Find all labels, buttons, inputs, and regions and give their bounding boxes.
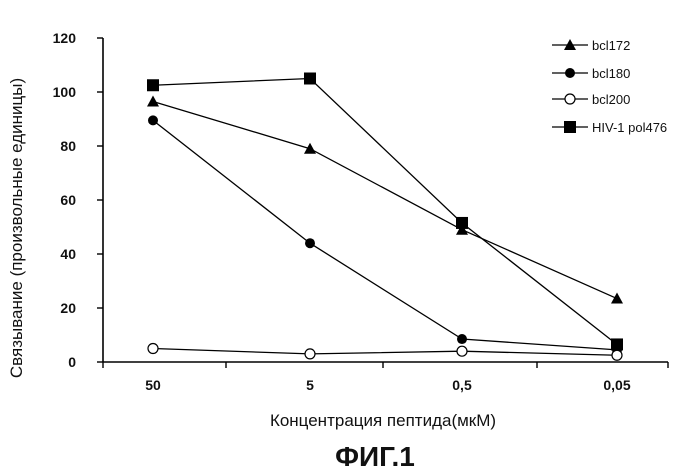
y-tick-label: 20: [60, 300, 76, 316]
series-line: [153, 101, 617, 298]
data-point: [304, 73, 316, 85]
y-tick-label: 40: [60, 246, 76, 262]
series-layer: [147, 73, 623, 361]
legend-label: bcl200: [592, 92, 630, 107]
legend-item: bcl180: [552, 66, 630, 81]
series-bcl180: [148, 115, 622, 355]
series-line: [153, 349, 617, 356]
series-hiv-1-pol476: [147, 73, 623, 351]
data-point: [457, 346, 467, 356]
legend-label: bcl180: [592, 66, 630, 81]
legend-marker: [565, 68, 575, 78]
legend-label: bcl172: [592, 38, 630, 53]
series-line: [153, 120, 617, 350]
data-point: [148, 115, 158, 125]
x-axis-title: Концентрация пептида(мкМ): [270, 411, 496, 430]
legend-item: bcl200: [552, 92, 630, 107]
legend-marker: [564, 121, 576, 133]
x-tick-label: 5: [306, 377, 314, 393]
data-point: [147, 95, 159, 106]
data-point: [611, 338, 623, 350]
data-point: [148, 344, 158, 354]
y-tick-label: 100: [53, 84, 77, 100]
series-line: [153, 79, 617, 345]
data-point: [304, 143, 316, 154]
legend: bcl172 bcl180 bcl200 HIV-1 pol476: [552, 38, 667, 135]
legend-label: HIV-1 pol476: [592, 120, 667, 135]
y-ticks: 0 20 40 60 80 100 120: [53, 30, 103, 370]
legend-marker: [565, 94, 575, 104]
legend-item: bcl172: [552, 38, 630, 53]
x-tick-label: 0,5: [452, 377, 472, 393]
axes: [103, 38, 668, 362]
x-tick-label: 50: [145, 377, 161, 393]
data-point: [305, 238, 315, 248]
y-tick-label: 0: [68, 354, 76, 370]
legend-item: HIV-1 pol476: [552, 120, 667, 135]
data-point: [305, 349, 315, 359]
data-point: [611, 293, 623, 304]
x-tick-label: 0,05: [603, 377, 630, 393]
y-tick-label: 60: [60, 192, 76, 208]
x-ticks: 50 5 0,5 0,05: [103, 362, 668, 393]
data-point: [147, 79, 159, 91]
y-tick-label: 120: [53, 30, 77, 46]
series-bcl172: [147, 95, 623, 303]
chart: 020406080100120 5050,50,05 bcl172bcl180b…: [0, 0, 699, 473]
data-point: [456, 217, 468, 229]
series-bcl200: [148, 344, 622, 361]
y-axis-title: Связывание (произвольные единицы): [7, 78, 26, 378]
data-point: [612, 350, 622, 360]
data-point: [457, 334, 467, 344]
y-tick-label: 80: [60, 138, 76, 154]
figure-title: ФИГ.1: [335, 441, 415, 472]
